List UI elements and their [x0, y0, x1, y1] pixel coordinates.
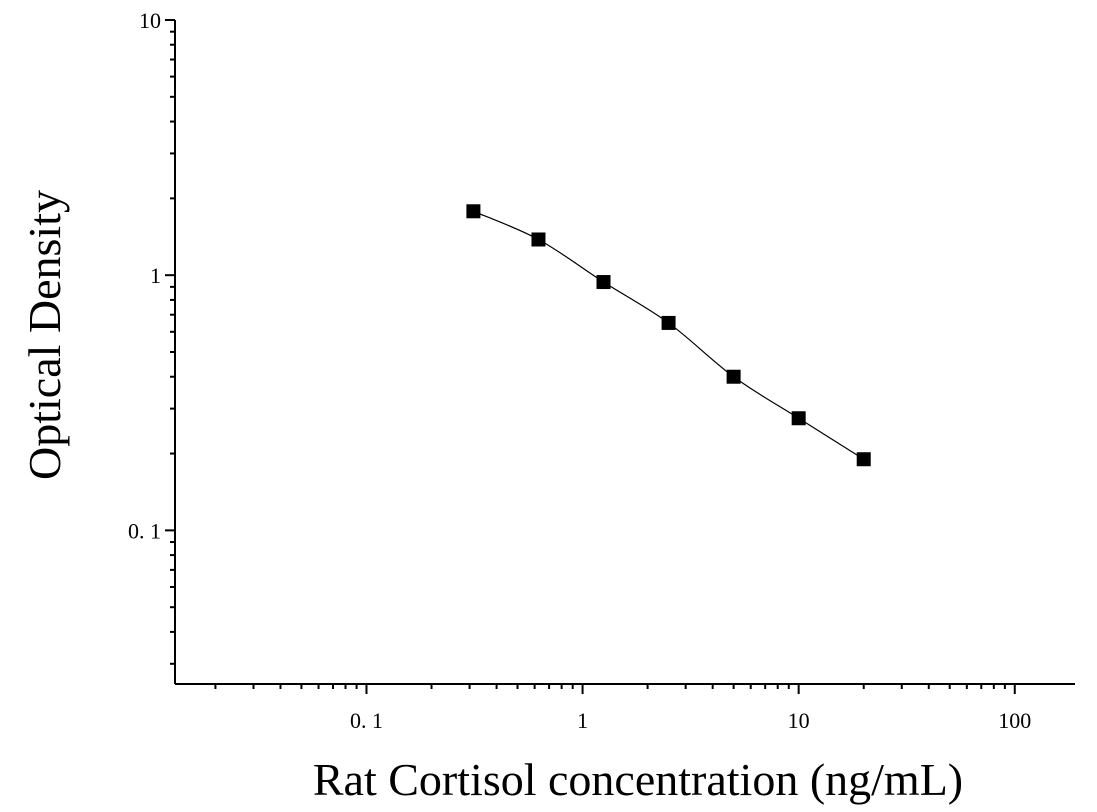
y-tick-label: 10	[139, 8, 161, 33]
data-point-marker	[856, 452, 871, 467]
y-tick-label: 1	[150, 263, 161, 288]
y-axis-title: Optical Density	[19, 190, 70, 480]
data-point-marker	[466, 204, 481, 219]
x-axis: 0. 1 1 10 100	[175, 683, 1075, 733]
x-tick-label: 1	[577, 708, 588, 733]
x-tick-label: 0. 1	[350, 708, 383, 733]
data-point-marker	[661, 315, 676, 330]
data-point-marker	[726, 369, 741, 384]
data-series	[466, 204, 871, 467]
x-tick-label: 100	[998, 708, 1031, 733]
y-tick-label: 0. 1	[128, 518, 161, 543]
y-axis: 0. 1 1 10	[128, 8, 176, 684]
data-point-marker	[531, 232, 546, 247]
data-point-marker	[791, 411, 806, 426]
x-axis-title: Rat Cortisol concentration (ng/mL)	[313, 754, 963, 805]
x-tick-label: 10	[788, 708, 810, 733]
data-point-marker	[596, 275, 611, 290]
